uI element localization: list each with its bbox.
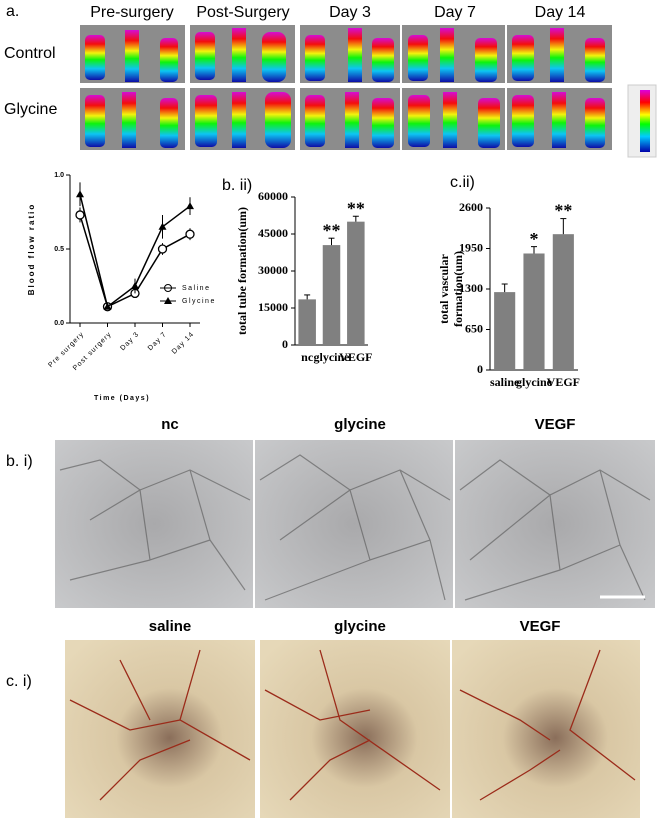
- bar: [552, 234, 574, 370]
- significance-label: **: [323, 220, 341, 240]
- image-title: VEGF: [535, 416, 576, 433]
- tube-network: [59, 454, 651, 601]
- x-tick-label: Day 14: [171, 331, 196, 356]
- x-tick-label: Day 3: [119, 331, 140, 352]
- y-tick-label: 1.0: [54, 172, 64, 179]
- image-title: glycine: [334, 416, 386, 433]
- y-tick-label: 0: [282, 337, 288, 351]
- legend-label: Glycine: [182, 298, 216, 305]
- cam-images: [65, 640, 640, 818]
- point: [103, 302, 112, 310]
- column-header: Day 7: [434, 4, 476, 21]
- point: [76, 190, 84, 198]
- x-tick-label: saline: [490, 375, 520, 389]
- chart-title: c.ii): [450, 174, 475, 191]
- y-tick-label: 0.0: [54, 320, 64, 327]
- y-tick-label: 2600: [459, 200, 483, 214]
- bar: [322, 245, 341, 345]
- column-header: Day 3: [329, 4, 371, 21]
- point: [158, 222, 167, 230]
- x-tick-label: VEGF: [339, 350, 372, 364]
- bar: [494, 292, 516, 370]
- panel-label: a.: [6, 3, 19, 20]
- legend-label: Saline: [182, 285, 210, 292]
- panel-label: c. i): [6, 673, 32, 690]
- point: [185, 229, 195, 239]
- x-axis-title: Time (Days): [94, 395, 150, 402]
- panel-label: b. i): [6, 453, 33, 470]
- x-tick-label: glycine: [516, 375, 553, 389]
- column-header: Pre-surgery: [90, 4, 174, 21]
- x-tick-label: Day 7: [147, 331, 168, 352]
- x-tick-label: VEGF: [547, 375, 580, 389]
- significance-label: **: [554, 201, 572, 221]
- image-title: glycine: [334, 618, 386, 635]
- chart-title: b. ii): [222, 177, 252, 194]
- color-scale-bar: [640, 90, 650, 152]
- row-label: Glycine: [4, 101, 57, 118]
- point: [157, 244, 168, 254]
- y-tick-label: 15000: [258, 300, 288, 314]
- y-axis-title: formation(um): [451, 251, 465, 327]
- column-header: Day 14: [535, 4, 586, 21]
- image-panels: [55, 25, 657, 818]
- tube-images: [55, 440, 655, 608]
- significance-label: **: [347, 198, 365, 218]
- bar: [298, 299, 316, 345]
- y-tick-label: 1950: [459, 240, 483, 254]
- point: [186, 202, 194, 210]
- cam-vessels: [69, 649, 636, 801]
- y-axis-title: Blood flow ratio: [27, 203, 36, 295]
- y-tick-label: 1300: [459, 281, 483, 295]
- x-tick-label: nc: [301, 350, 314, 364]
- y-tick-label: 60000: [258, 189, 288, 203]
- x-tick-label: glycine: [314, 350, 351, 364]
- perfusion-signal: [85, 28, 605, 148]
- y-axis-title: total tube formation(um): [235, 207, 249, 335]
- bar: [523, 253, 545, 370]
- y-tick-label: 650: [465, 321, 483, 335]
- image-title: nc: [161, 416, 179, 433]
- point: [75, 210, 85, 220]
- y-tick-label: 0.5: [54, 246, 64, 253]
- y-tick-label: 45000: [258, 226, 288, 240]
- image-title: VEGF: [520, 618, 561, 635]
- y-tick-label: 0: [477, 362, 483, 376]
- column-header: Post-Surgery: [196, 4, 289, 21]
- y-tick-label: 30000: [258, 263, 288, 277]
- bar: [347, 221, 365, 345]
- y-axis-title: total vascular: [437, 253, 451, 323]
- row-label: Control: [4, 45, 56, 62]
- image-title: saline: [149, 618, 192, 635]
- significance-label: *: [530, 229, 539, 249]
- point: [131, 282, 139, 289]
